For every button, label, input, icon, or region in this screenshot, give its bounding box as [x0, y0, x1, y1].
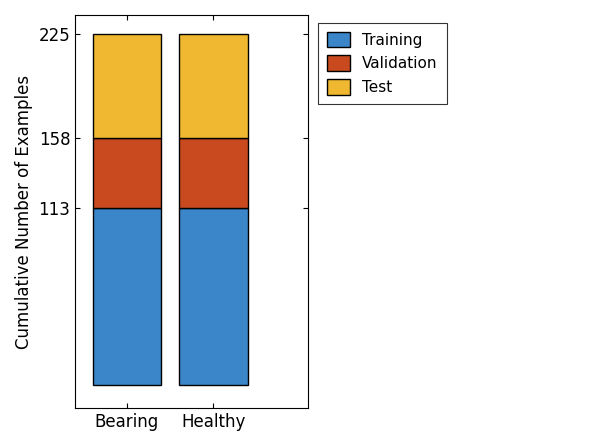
Bar: [178, 138, 248, 208]
Bar: [178, 34, 248, 138]
Bar: [92, 208, 161, 385]
Bar: [92, 138, 161, 208]
Legend: Training, Validation, Test: Training, Validation, Test: [318, 23, 447, 104]
Bar: [178, 208, 248, 385]
Bar: [92, 34, 161, 138]
Y-axis label: Cumulative Number of Examples: Cumulative Number of Examples: [15, 74, 33, 349]
